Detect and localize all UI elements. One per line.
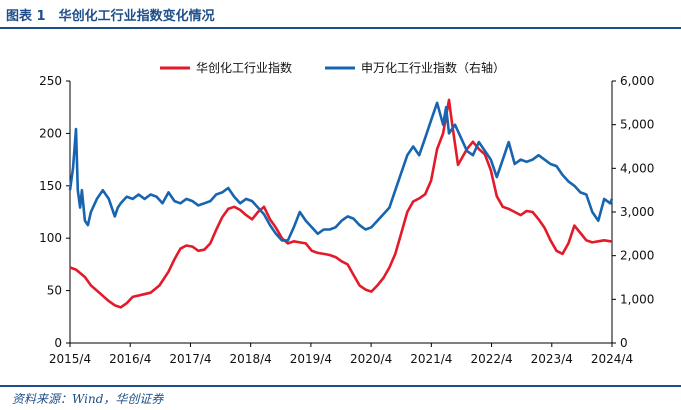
x-tick-label: 2015/4 [49, 352, 91, 366]
figure-title: 图表 1 华创化工行业指数变化情况 [6, 9, 215, 24]
legend: 华创化工行业指数 申万化工行业指数（右轴） [160, 60, 505, 75]
right-y-tick-label: 0 [620, 336, 628, 350]
x-tick-label: 2019/4 [290, 352, 332, 366]
right-y-tick-label: 1,000 [620, 292, 654, 306]
header-rule [0, 27, 681, 29]
x-tick-label: 2023/4 [531, 352, 573, 366]
x-tick-label: 2016/4 [109, 352, 151, 366]
x-tick-label: 2024/4 [591, 352, 633, 366]
left-y-tick-label: 100 [39, 231, 62, 245]
series-line-huachuang [69, 98, 612, 309]
x-tick-label: 2022/4 [470, 352, 512, 366]
right-y-tick-label: 2,000 [620, 249, 654, 263]
series-line-shenwan [68, 101, 614, 242]
figure-header: 图表 1 华创化工行业指数变化情况 [0, 0, 681, 26]
series-lines [68, 98, 614, 309]
legend-item-shenwan: 申万化工行业指数（右轴） [325, 60, 505, 75]
x-tick-label: 2017/4 [169, 352, 211, 366]
x-tick-label: 2018/4 [230, 352, 272, 366]
left-y-tick-labels: 0 50 100 150 200 250 [39, 74, 70, 350]
legend-label: 华创化工行业指数 [196, 60, 292, 75]
right-y-tick-label: 4,000 [620, 161, 654, 175]
left-y-tick-label: 0 [54, 336, 62, 350]
x-tick-label: 2021/4 [410, 352, 452, 366]
x-tick-label: 2020/4 [350, 352, 392, 366]
right-y-tick-label: 3,000 [620, 205, 654, 219]
left-y-tick-label: 250 [39, 74, 62, 88]
legend-label: 申万化工行业指数（右轴） [361, 60, 505, 75]
left-y-tick-label: 200 [39, 126, 62, 140]
right-y-tick-label: 5,000 [620, 118, 654, 132]
left-y-tick-label: 150 [39, 179, 62, 193]
x-tick-labels: 2015/4 2016/4 2017/4 2018/4 2019/4 2020/4 2021… [49, 343, 633, 366]
footer-rule [0, 385, 681, 387]
left-y-tick-label: 50 [47, 284, 62, 298]
source-note: 资料来源：Wind，华创证券 [12, 392, 164, 406]
right-y-tick-labels: 0 1,000 2,000 3,000 4,000 5,000 6,000 [612, 74, 654, 350]
legend-item-huachuang: 华创化工行业指数 [160, 60, 292, 75]
right-y-tick-label: 6,000 [620, 74, 654, 88]
